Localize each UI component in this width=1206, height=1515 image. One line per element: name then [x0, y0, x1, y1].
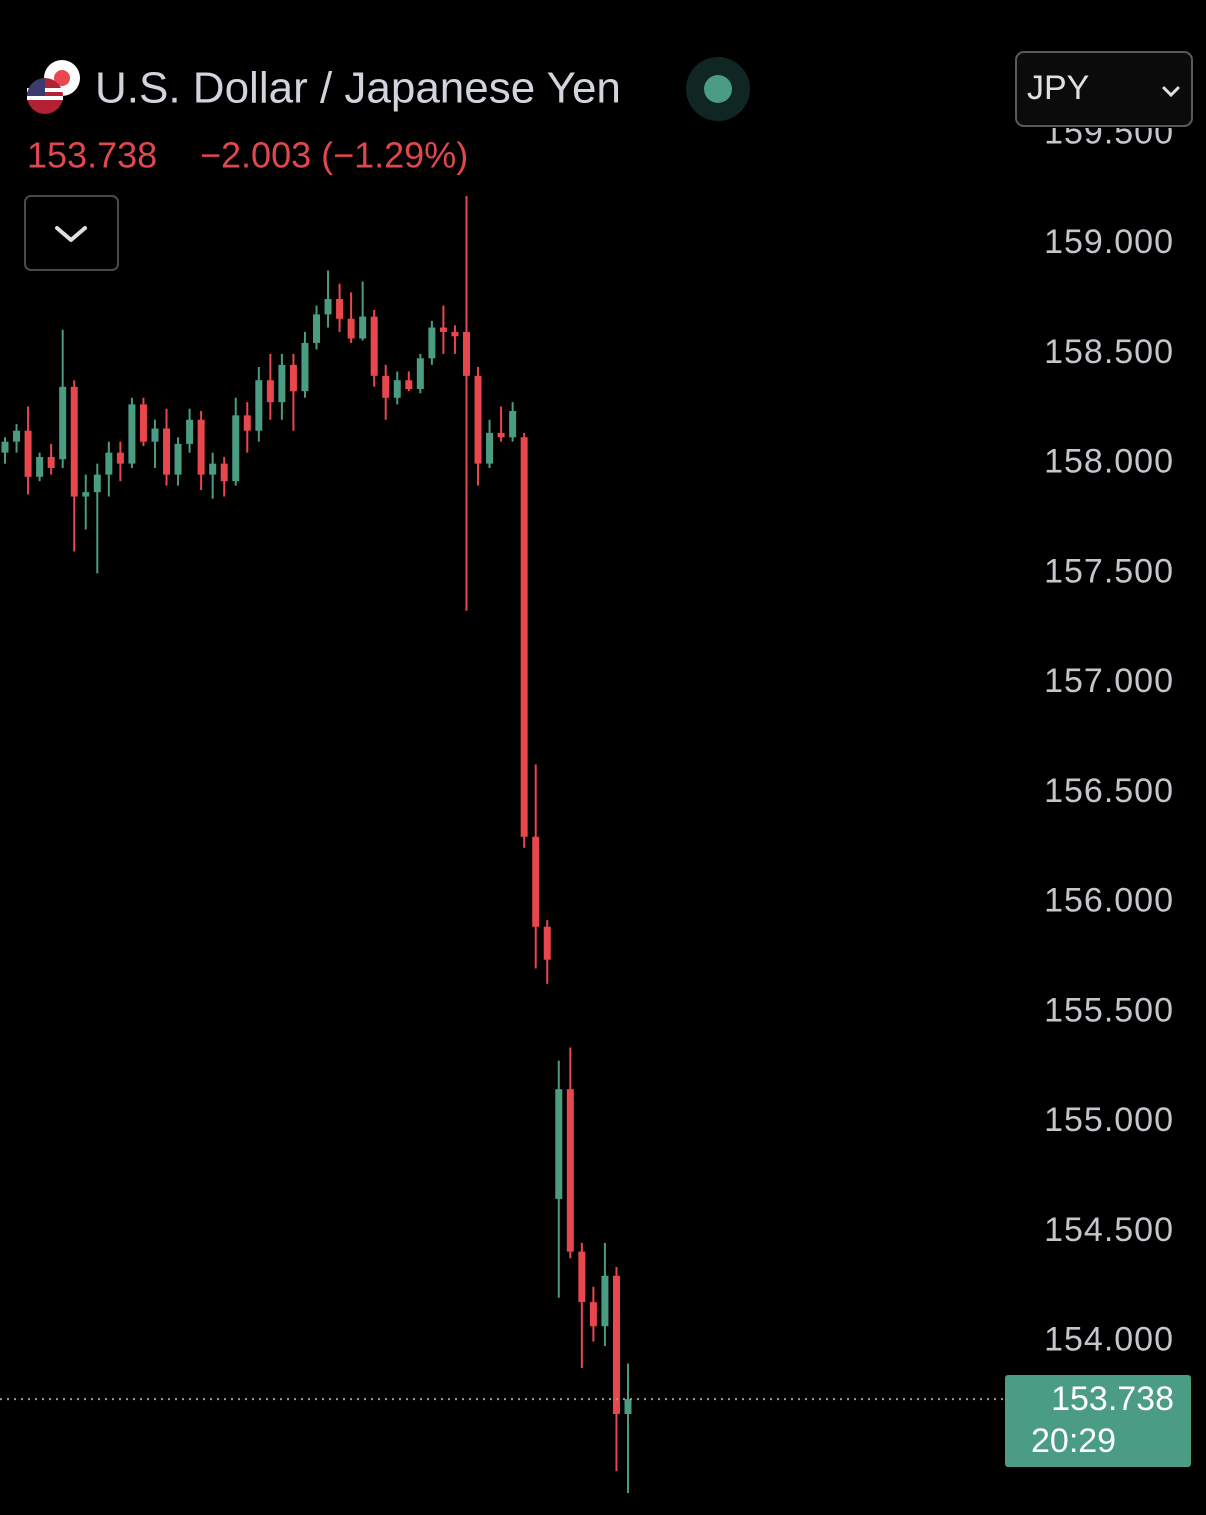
candle-body — [451, 331, 459, 337]
candle-body — [589, 1302, 597, 1327]
y-tick-label: 156.000 — [1044, 882, 1174, 920]
candle-body — [266, 380, 274, 403]
candle-body — [324, 299, 332, 315]
candle-body — [520, 437, 528, 837]
candle-body — [278, 364, 286, 403]
candle-body — [116, 452, 124, 464]
candle-body — [82, 492, 90, 497]
candle-body — [209, 463, 217, 475]
candle-body — [36, 457, 44, 477]
candle-body — [174, 443, 182, 475]
candle-body — [347, 318, 355, 339]
candle-body — [555, 1089, 563, 1199]
candle-body — [128, 404, 136, 464]
candle-body — [566, 1089, 574, 1252]
candle-body — [24, 430, 32, 477]
candle-body — [151, 428, 159, 442]
status-dot — [704, 75, 732, 103]
candle-body — [486, 432, 494, 464]
candle-body — [105, 452, 113, 475]
candle-body — [428, 327, 436, 359]
y-tick-label: 157.500 — [1044, 552, 1174, 590]
candle-body — [13, 430, 21, 442]
candle-body — [1, 441, 9, 453]
candle-body — [543, 926, 551, 960]
candle-body — [301, 342, 309, 392]
candle-body — [243, 415, 251, 431]
header: U.S. Dollar / Japanese Yen 153.738 −2.00… — [24, 51, 1193, 271]
candle-body — [405, 380, 413, 390]
price-badge-countdown: 20:29 — [1031, 1422, 1116, 1460]
candle-body — [163, 428, 171, 475]
candle-body — [393, 380, 401, 398]
candle-body — [139, 404, 147, 442]
candle-body — [313, 314, 320, 343]
last-price: 153.738 — [27, 135, 157, 176]
y-tick-label: 159.500 — [1044, 113, 1174, 151]
y-tick-label: 159.000 — [1044, 223, 1174, 261]
candle-body — [578, 1251, 586, 1303]
y-tick-label: 154.500 — [1044, 1211, 1174, 1249]
candle-body — [70, 386, 78, 497]
price-change: −2.003 (−1.29%) — [200, 135, 468, 176]
chevron — [1162, 86, 1180, 98]
candle-body — [255, 380, 263, 431]
chevron — [55, 226, 87, 242]
candle-body — [47, 457, 55, 469]
candle-body — [370, 316, 378, 376]
candle-body — [289, 364, 297, 392]
y-axis: 154.000 154.500 155.000 155.500 156.000 156.5… — [1044, 113, 1174, 1359]
overlay: 153.738 20:29 — [0, 1375, 1191, 1467]
y-tick-label: 158.000 — [1044, 443, 1174, 481]
candle-body — [232, 415, 240, 482]
y-tick-label: 155.500 — [1044, 991, 1174, 1029]
y-tick-label: 156.500 — [1044, 772, 1174, 810]
y-tick-label: 157.000 — [1044, 662, 1174, 700]
y-tick-label: 154.000 — [1044, 1321, 1174, 1359]
candle-body — [220, 463, 228, 482]
expand-button[interactable] — [24, 195, 119, 271]
price-badge-value: 153.738 — [1051, 1380, 1174, 1418]
price-badge — [1005, 1375, 1191, 1467]
candle-body — [612, 1275, 620, 1415]
candle-body — [601, 1275, 609, 1327]
candle-body — [462, 331, 470, 376]
candle-body — [624, 1399, 632, 1415]
y-tick-label: 158.500 — [1044, 333, 1174, 371]
candle-body — [59, 386, 67, 460]
symbol-icon — [27, 60, 80, 114]
candle-body — [197, 419, 205, 475]
candle-body — [532, 836, 540, 927]
chart-title: U.S. Dollar / Japanese Yen — [95, 64, 621, 113]
candle-body — [336, 299, 344, 319]
currency-label: JPY — [1027, 69, 1089, 107]
y-tick-label: 155.000 — [1044, 1101, 1174, 1139]
candle-body — [359, 316, 367, 339]
plot — [1, 195, 632, 1494]
candle-body — [474, 375, 482, 464]
candle-body — [382, 375, 390, 398]
candle-body — [439, 327, 447, 332]
candle-body — [186, 419, 194, 444]
candle-body — [509, 410, 517, 438]
currency-select[interactable] — [1015, 51, 1193, 127]
candle-body — [93, 474, 101, 493]
candle-body — [497, 432, 505, 438]
candle-body — [416, 358, 424, 390]
